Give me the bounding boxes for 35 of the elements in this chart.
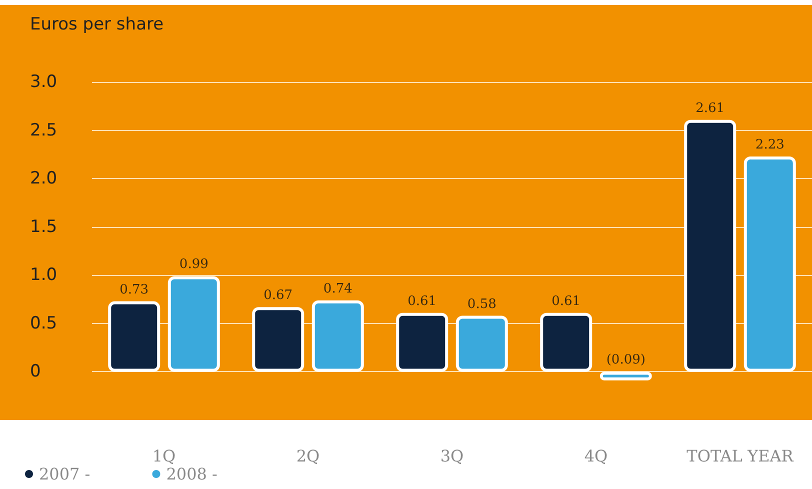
y-axis-title: Euros per share [30, 14, 164, 34]
bar [456, 316, 508, 372]
data-label: 0.73 [120, 282, 149, 298]
bar [312, 300, 364, 372]
y-tick-label: 1.0 [30, 265, 58, 286]
x-tick-label: 4Q [584, 446, 608, 466]
y-tick-label: 3.0 [30, 72, 58, 92]
x-tick-label: TOTAL YEAR [686, 446, 794, 466]
data-label: 0.67 [264, 288, 293, 304]
y-tick-label: 2.5 [30, 120, 58, 140]
bar [252, 307, 304, 372]
y-tick-label: 2.0 [30, 168, 58, 189]
data-label: 0.58 [467, 296, 496, 312]
y-tick-label: 0 [30, 362, 41, 382]
data-label: 2.23 [755, 138, 784, 153]
bar [540, 312, 592, 372]
x-tick-label: 2Q [296, 446, 320, 466]
bar [600, 372, 652, 380]
x-tick-label: 1Q [152, 446, 176, 466]
bar [684, 120, 736, 372]
data-label: (0.09) [606, 352, 646, 368]
bar [168, 276, 220, 372]
data-label: 2.61 [696, 100, 725, 116]
data-label: 0.61 [552, 294, 581, 309]
bar [744, 156, 796, 372]
legend-label: 2007 - [39, 464, 90, 484]
data-label: 0.99 [179, 257, 208, 272]
y-tick-label: 0.5 [30, 313, 58, 334]
legend-label: 2008 - [166, 464, 218, 484]
bar [396, 312, 448, 372]
x-tick-label: 3Q [440, 446, 464, 466]
data-label: 0.74 [323, 281, 352, 296]
y-tick-label: 1.5 [30, 216, 58, 237]
data-label: 0.61 [408, 294, 437, 309]
bar [108, 301, 160, 372]
